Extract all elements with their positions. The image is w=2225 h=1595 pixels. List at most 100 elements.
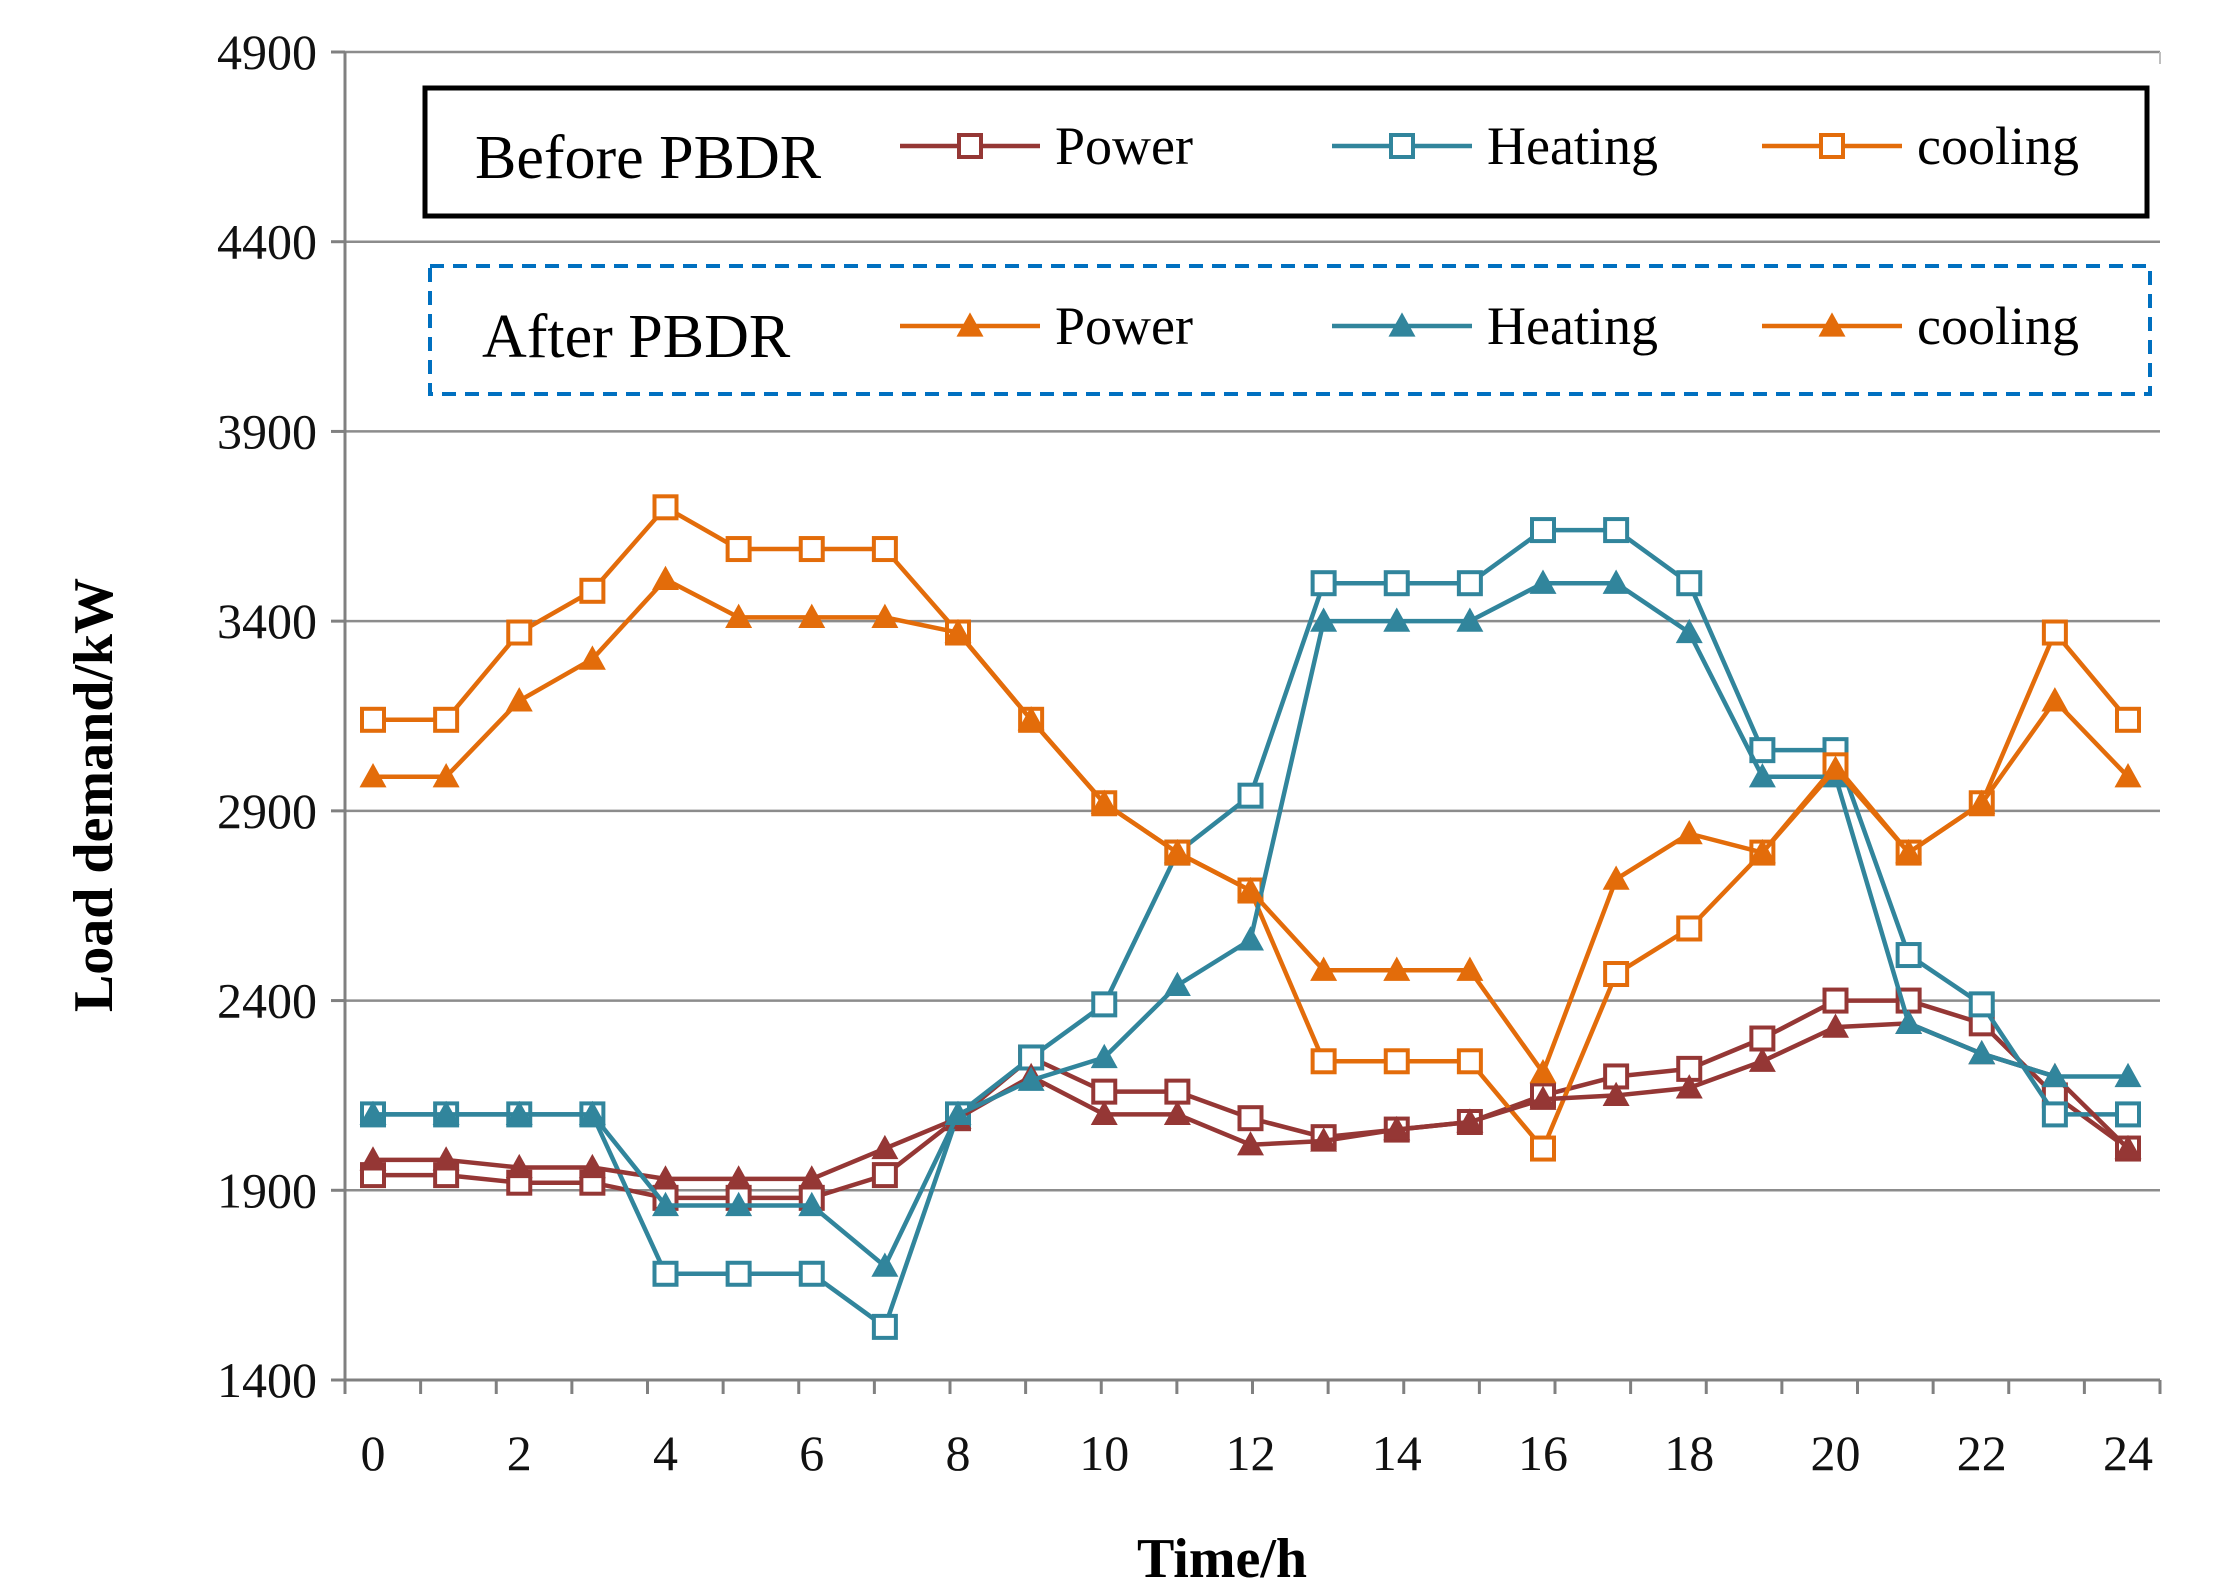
data-point-cooling-after: [725, 603, 753, 628]
series-power-after: [359, 1009, 2142, 1190]
legend-after-title: After PBDR: [482, 303, 791, 371]
data-point-cooling-after: [798, 603, 826, 628]
y-tick-label: 3400: [217, 593, 317, 649]
before-legend-label: Power: [1055, 116, 1193, 176]
data-point-cooling-before: [652, 494, 679, 521]
data-point-heating-after: [1383, 607, 1411, 632]
data-point-power-after: [2114, 1134, 2142, 1160]
after-legend-label: Heating: [1487, 296, 1658, 356]
data-point-cooling-before: [1383, 1048, 1410, 1075]
after-entry-power: Power: [900, 296, 1193, 356]
data-point-cooling-after: [1017, 706, 1045, 731]
before-entry-heating: Heating: [1332, 116, 1658, 176]
series-line-power-after: [373, 1021, 2130, 1182]
data-point-power-after: [505, 1153, 533, 1179]
data-point-cooling-after: [578, 645, 606, 670]
data-point-cooling-after: [1456, 956, 1484, 981]
axes: [331, 50, 2162, 1394]
data-point-heating-before: [1310, 570, 1337, 597]
data-point-cooling-before: [433, 706, 460, 733]
x-tick-label: 20: [1811, 1425, 1861, 1481]
x-axis-title: Time/h: [1137, 1528, 1307, 1590]
legend-after-entries: Power Heating cooling: [900, 296, 2079, 356]
y-tick-label: 2400: [217, 973, 317, 1029]
legend-before-title: Before PBDR: [475, 124, 822, 192]
data-point-power-after: [871, 1134, 899, 1160]
y-tick-labels: 1400 1900 2400 2900 3400 3900 4400 4900: [217, 24, 317, 1408]
data-point-cooling-after: [1675, 819, 1703, 845]
data-point-power-after: [1237, 1131, 1264, 1156]
legend-before: Before PBDR Power Heating cooling: [422, 85, 2150, 219]
y-tick-label: 3900: [217, 403, 317, 459]
data-point-power-before: [1237, 1105, 1264, 1132]
data-point-heating-before: [2115, 1101, 2141, 1128]
data-point-cooling-before: [1530, 1135, 1556, 1162]
data-point-cooling-before: [798, 536, 825, 563]
legend-before-box: [422, 85, 2150, 219]
y-tick-label: 1400: [217, 1352, 317, 1408]
after-legend-label: cooling: [1917, 296, 2079, 356]
data-point-power-after: [1529, 1085, 1557, 1110]
data-point-cooling-after: [505, 687, 533, 712]
data-point-heating-after: [1456, 607, 1484, 632]
series-heating-after: [359, 569, 2142, 1277]
data-point-heating-after: [505, 1100, 533, 1126]
before-legend-label: cooling: [1917, 116, 2079, 176]
data-point-heating-after: [1237, 926, 1264, 951]
data-point-heating-after: [871, 1252, 899, 1277]
gridlines: [345, 50, 2160, 1192]
data-point-heating-after: [1017, 1066, 1045, 1091]
x-tick-label: 12: [1226, 1425, 1276, 1481]
before-entry-power: Power: [900, 116, 1193, 176]
data-point-cooling-before: [725, 536, 752, 563]
legend-after-box: [428, 264, 2152, 396]
data-point-heating-before: [652, 1260, 679, 1287]
y-tick-label: 2900: [217, 783, 317, 839]
data-point-heating-before: [871, 1313, 898, 1340]
data-point-cooling-before: [506, 619, 533, 646]
data-point-power-after: [432, 1146, 460, 1171]
data-point-power-after: [1163, 1100, 1191, 1126]
series-layer: [359, 494, 2142, 1340]
data-point-heating-before: [1603, 517, 1630, 544]
x-tick-label: 8: [946, 1425, 971, 1481]
data-point-cooling-before: [579, 577, 606, 604]
data-point-power-after: [1456, 1108, 1484, 1133]
legend-after: After PBDR Power Heating cooling: [428, 264, 2152, 396]
data-point-power-before: [871, 1162, 898, 1189]
data-point-power-after: [1822, 1013, 1849, 1038]
data-point-heating-after: [944, 1100, 972, 1126]
data-point-cooling-before: [871, 536, 898, 563]
data-point-power-after: [1748, 1047, 1776, 1072]
data-point-heating-before: [725, 1260, 752, 1287]
series-cooling-after: [359, 565, 2142, 1084]
data-point-heating-after: [1090, 1043, 1118, 1069]
after-entry-cooling: cooling: [1762, 296, 2079, 356]
data-point-cooling-after: [652, 565, 679, 591]
data-point-heating-after: [725, 1191, 753, 1217]
data-point-heating-before: [1383, 570, 1410, 597]
data-point-power-before: [1822, 987, 1849, 1014]
data-point-power-after: [652, 1165, 679, 1190]
data-point-power-after: [1090, 1100, 1118, 1126]
data-point-heating-after: [432, 1100, 460, 1126]
after-legend-marker: [1818, 312, 1846, 337]
data-point-cooling-after: [2041, 687, 2069, 712]
data-point-heating-after: [2041, 1062, 2069, 1088]
data-point-power-after: [725, 1165, 753, 1190]
x-tick-label: 16: [1518, 1425, 1568, 1481]
after-legend-marker: [1388, 312, 1416, 337]
data-point-cooling-after: [1748, 838, 1776, 864]
data-point-heating-before: [1456, 570, 1483, 597]
data-point-cooling-after: [1383, 956, 1411, 981]
data-point-heating-before: [1895, 942, 1922, 969]
data-point-heating-before: [1968, 991, 1995, 1018]
data-point-cooling-after: [1529, 1058, 1557, 1084]
after-entry-heating: Heating: [1332, 296, 1658, 356]
data-point-heating-after: [652, 1191, 679, 1217]
x-tick-label: 10: [1079, 1425, 1129, 1481]
data-point-heating-before: [1530, 517, 1556, 544]
data-point-cooling-after: [1968, 789, 1996, 814]
before-entry-cooling: cooling: [1762, 116, 2079, 176]
